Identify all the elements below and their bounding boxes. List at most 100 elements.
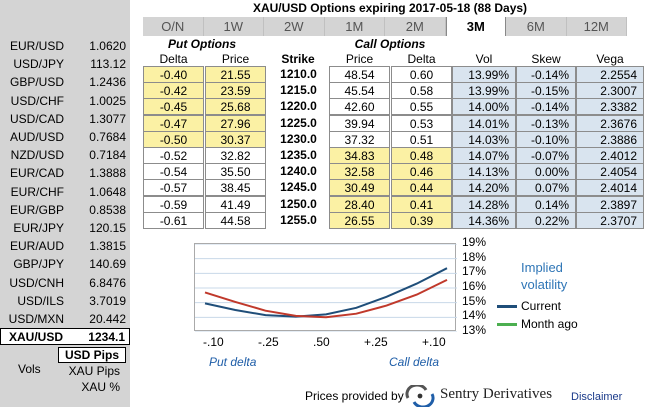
put-price-cell[interactable]: 38.45: [205, 179, 266, 197]
currency-row[interactable]: USD/JPY 113.12: [0, 55, 130, 73]
currency-row[interactable]: USD/CNH 6.8476: [0, 273, 130, 291]
currency-row[interactable]: GBP/USD 1.2436: [0, 73, 130, 91]
vol-cell: 14.36%: [452, 211, 516, 229]
currency-row[interactable]: EUR/AUD 1.3815: [0, 237, 130, 255]
put-price-cell[interactable]: 41.49: [205, 195, 266, 213]
strike-cell: 1215.0: [280, 83, 317, 98]
currency-row[interactable]: EUR/USD 1.0620: [0, 37, 130, 55]
put-price-cell[interactable]: 25.68: [205, 98, 266, 116]
y-tick-label: 16%: [462, 279, 487, 293]
currency-value: 113.12: [90, 57, 126, 72]
tab-2m[interactable]: 2M: [385, 17, 446, 36]
skew-cell: 0.22%: [516, 211, 576, 229]
call-delta-cell: 0.41: [391, 195, 452, 213]
call-price-cell[interactable]: 48.54: [329, 66, 390, 83]
currency-sidebar: EUR/USD 1.0620 USD/JPY 113.12 GBP/USD 1.2436 U…: [0, 0, 130, 407]
x-tick-label: -.25: [258, 335, 279, 349]
call-price-cell[interactable]: 34.83: [329, 147, 390, 164]
call-price-header: Price: [345, 52, 374, 66]
active-currency-name: XAU/USD: [8, 329, 63, 344]
volatility-chart: [194, 243, 457, 332]
y-tick-label: 13%: [462, 323, 487, 337]
currency-row[interactable]: USD/ILS 3.7019: [0, 292, 130, 310]
put-price-cell[interactable]: 23.59: [205, 82, 266, 100]
call-delta-cell: 0.48: [391, 147, 452, 164]
tab-1m[interactable]: 1M: [324, 17, 385, 36]
vol-option-usd-pips[interactable]: USD Pips: [58, 347, 126, 363]
currency-name: NZD/USD: [10, 148, 64, 163]
put-price-cell[interactable]: 44.58: [205, 211, 266, 229]
disclaimer-link[interactable]: Disclaimer: [571, 391, 623, 403]
currency-name: EUR/AUD: [9, 239, 64, 254]
currency-list: EUR/USD 1.0620 USD/JPY 113.12 GBP/USD 1.2436 U…: [0, 37, 130, 346]
currency-name: EUR/JPY: [13, 220, 64, 235]
currency-row[interactable]: GBP/JPY 140.69: [0, 255, 130, 273]
currency-row[interactable]: AUD/USD 0.7684: [0, 128, 130, 146]
call-price-cell[interactable]: 32.58: [329, 163, 390, 181]
tab-12m[interactable]: 12M: [566, 17, 627, 36]
call-delta-cell: 0.44: [391, 179, 452, 197]
vol-cell: 14.03%: [452, 130, 516, 148]
series-line-current: [204, 267, 448, 318]
vol-cell: 14.28%: [452, 195, 516, 213]
put-delta-label: Put delta: [209, 355, 257, 369]
put-options-header: Put Options: [168, 37, 236, 51]
table-row: -0.54 35.50 1240.0 32.58 0.46 14.13% 0.00% 2.40…: [143, 163, 650, 181]
prices-provided-by: Prices provided by: [305, 389, 404, 403]
currency-name: GBP/JPY: [13, 257, 64, 272]
x-tick-label: .50: [313, 335, 330, 349]
call-delta-cell: 0.60: [391, 66, 452, 83]
vega-cell: 2.3707: [576, 211, 644, 229]
put-price-cell[interactable]: 30.37: [205, 130, 266, 148]
tab-3m[interactable]: 3M: [445, 17, 506, 36]
strike-header: Strike: [281, 52, 315, 66]
tab-on[interactable]: O/N: [143, 17, 204, 36]
currency-row[interactable]: NZD/USD 0.7184: [0, 146, 130, 164]
currency-name: EUR/USD: [9, 39, 64, 54]
vega-cell: 2.2554: [576, 66, 644, 83]
put-price-cell[interactable]: 35.50: [205, 163, 266, 181]
call-price-cell[interactable]: 37.32: [329, 130, 390, 148]
call-price-cell[interactable]: 30.49: [329, 179, 390, 197]
currency-row[interactable]: USD/MXN 20.442: [0, 310, 130, 328]
strike-cell: 1255.0: [280, 212, 317, 227]
call-price-cell[interactable]: 42.60: [329, 98, 390, 116]
call-price-cell[interactable]: 39.94: [329, 114, 390, 132]
x-tick-label: -.10: [203, 335, 224, 349]
put-price-cell[interactable]: 32.82: [205, 147, 266, 164]
put-price-cell[interactable]: 27.96: [205, 114, 266, 132]
call-delta-header: Delta: [407, 52, 436, 66]
skew-cell: 0.00%: [516, 163, 576, 181]
call-price-cell[interactable]: 45.54: [329, 82, 390, 100]
tab-6m[interactable]: 6M: [506, 17, 567, 36]
currency-row[interactable]: EUR/CAD 1.3888: [0, 164, 130, 182]
currency-row[interactable]: EUR/GBP 0.8538: [0, 201, 130, 219]
table-row: -0.40 21.55 1210.0 48.54 0.60 13.99% -0.14% 2.2…: [143, 66, 650, 84]
put-delta-cell: -0.40: [143, 66, 204, 83]
currency-row[interactable]: USD/CHF 1.0025: [0, 92, 130, 110]
tab-2w[interactable]: 2W: [264, 17, 325, 36]
vol-cell: 14.00%: [452, 98, 516, 116]
call-price-cell[interactable]: 26.55: [329, 211, 390, 229]
vol-cell: 14.07%: [452, 147, 516, 164]
tab-1w[interactable]: 1W: [203, 17, 264, 36]
call-delta-cell: 0.55: [391, 98, 452, 116]
currency-row[interactable]: EUR/CHF 1.0648: [0, 183, 130, 201]
currency-value: 6.8476: [89, 275, 126, 290]
call-price-cell[interactable]: 28.40: [329, 195, 390, 213]
active-currency-row[interactable]: XAU/USD 1234.1: [0, 328, 130, 345]
legend-swatch-month-ago: [497, 322, 517, 326]
put-price-cell[interactable]: 21.55: [205, 66, 266, 83]
put-delta-cell: -0.52: [143, 147, 204, 164]
put-price-header: Price: [221, 52, 250, 66]
currency-name: AUD/USD: [9, 130, 64, 145]
vol-cell: 14.20%: [452, 179, 516, 197]
currency-row[interactable]: EUR/JPY 120.15: [0, 219, 130, 237]
vol-option-xau-percent[interactable]: XAU %: [81, 380, 120, 394]
currency-row[interactable]: USD/CAD 1.3077: [0, 110, 130, 128]
vol-option-xau-pips[interactable]: XAU Pips: [68, 364, 120, 378]
put-delta-cell: -0.54: [143, 163, 204, 181]
call-delta-cell: 0.39: [391, 211, 452, 229]
expiry-tabs: O/N 1W 2W 1M 2M 3M 6M 12M: [143, 17, 650, 36]
table-row: -0.57 38.45 1245.0 30.49 0.44 14.20% 0.07% 2.40…: [143, 179, 650, 197]
